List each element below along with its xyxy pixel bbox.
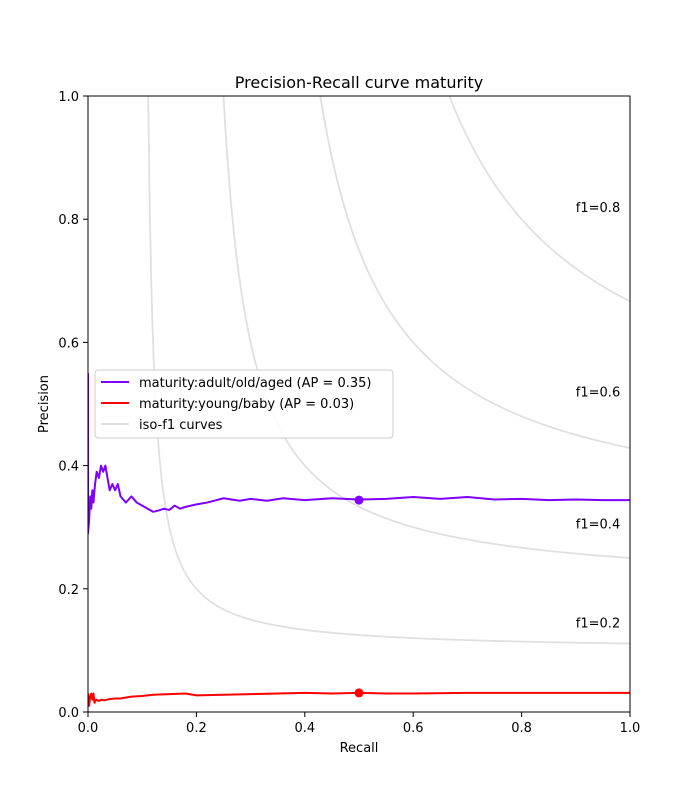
iso-f1-label: f1=0.4 xyxy=(576,518,620,533)
series-line-0 xyxy=(88,373,630,535)
legend-label-adult: maturity:adult/old/aged (AP = 0.35) xyxy=(139,376,371,391)
y-tick-label: 0.8 xyxy=(58,213,79,228)
x-tick-label: 0.0 xyxy=(78,721,99,736)
x-tick-label: 1.0 xyxy=(620,721,641,736)
series-marker-0 xyxy=(354,495,364,505)
iso-f1-label: f1=0.2 xyxy=(576,617,620,632)
series-marker-1 xyxy=(354,688,364,698)
iso-f1-curves xyxy=(147,96,630,645)
legend-label-young: maturity:young/baby (AP = 0.03) xyxy=(139,397,354,412)
iso-f1-curve xyxy=(147,96,630,645)
legend-box xyxy=(94,369,394,439)
iso-f1-curve xyxy=(448,96,630,303)
y-tick-label: 0.0 xyxy=(58,706,79,721)
series-markers xyxy=(354,495,364,698)
series-line-1 xyxy=(88,691,630,707)
iso-f1-curve xyxy=(319,96,630,449)
y-tick-label: 0.6 xyxy=(58,336,79,351)
series-lines xyxy=(88,373,630,707)
y-tick-label: 1.0 xyxy=(58,90,79,105)
plot-frame xyxy=(87,95,631,713)
legend: maturity:adult/old/aged (AP = 0.35) matu… xyxy=(94,369,394,439)
x-tick-label: 0.4 xyxy=(294,721,315,736)
x-axis-label: Recall xyxy=(340,741,379,756)
y-tick-label: 0.2 xyxy=(58,583,79,598)
legend-label-iso: iso-f1 curves xyxy=(139,418,223,433)
iso-f1-label: f1=0.8 xyxy=(576,201,620,216)
iso-f1-label: f1=0.6 xyxy=(576,386,620,401)
chart-title: Precision-Recall curve maturity xyxy=(235,73,483,92)
y-axis-label: Precision xyxy=(37,375,52,433)
x-axis-ticks: 0.0 0.2 0.4 0.6 0.8 1.0 xyxy=(78,712,641,736)
x-tick-label: 0.8 xyxy=(511,721,532,736)
iso-f1-labels: f1=0.2 f1=0.4 f1=0.6 f1=0.8 xyxy=(576,201,620,632)
y-axis-ticks: 0.0 0.2 0.4 0.6 0.8 1.0 xyxy=(58,90,88,721)
x-tick-label: 0.6 xyxy=(403,721,424,736)
x-tick-label: 0.2 xyxy=(186,721,207,736)
y-tick-label: 0.4 xyxy=(58,460,79,475)
